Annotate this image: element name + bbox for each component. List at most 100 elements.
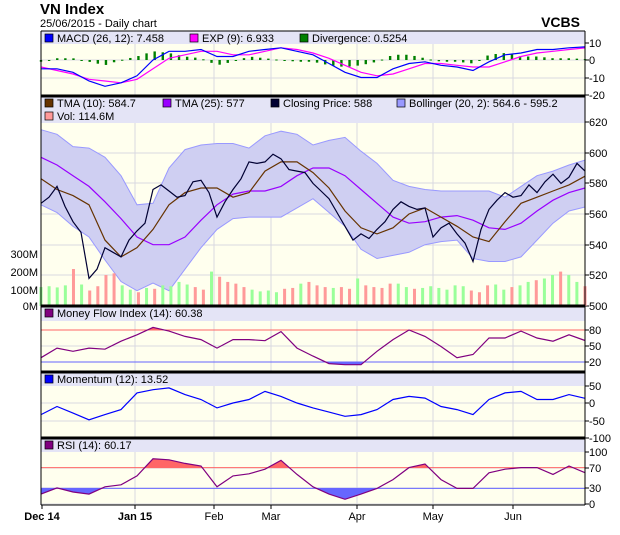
volume-bar	[193, 287, 197, 306]
volume-bar	[266, 290, 270, 306]
volume-bar	[218, 276, 222, 306]
divergence-bar	[112, 60, 116, 63]
divergence-bar	[421, 57, 424, 60]
volume-bar	[412, 288, 416, 306]
legend-label: RSI (14): 60.17	[57, 440, 132, 452]
legend-swatch	[44, 440, 54, 450]
divergence-bar	[218, 60, 221, 65]
divergence-bar	[177, 55, 181, 60]
divergence-bar	[413, 55, 416, 60]
divergence-bar	[332, 60, 335, 66]
legend-label: MACD (26, 12): 7.458	[57, 33, 164, 45]
macd-legend-band	[41, 31, 585, 44]
rsi-y-tick-label: 70	[589, 463, 601, 475]
volume-bar	[88, 290, 92, 306]
volume-bar	[404, 287, 408, 306]
divergence-bar	[429, 59, 432, 61]
mfi-legend-band	[41, 306, 585, 321]
bollinger-band	[41, 129, 585, 291]
mfi-y-tick-label: 80	[589, 325, 601, 337]
divergence-bar	[88, 60, 91, 62]
volume-bar	[128, 289, 132, 306]
volume-bar	[429, 286, 433, 306]
divergence-bar	[405, 54, 408, 60]
volume-bar	[551, 275, 555, 306]
x-tick-label: Feb	[205, 511, 224, 523]
closing-price-line	[40, 153, 586, 280]
legend-label: Bollinger (20, 2): 564.6 - 595.2	[409, 98, 558, 110]
divergence-bar	[161, 52, 164, 60]
divergence-bar	[226, 60, 229, 63]
volume-bar	[80, 284, 84, 306]
volume-bar	[421, 287, 425, 306]
divergence-bar	[234, 60, 238, 61]
divergence-bar	[210, 60, 213, 63]
volume-bar	[96, 286, 100, 306]
volume-bar	[518, 285, 522, 306]
divergence-bar	[478, 59, 481, 61]
volume-bar	[372, 287, 376, 306]
divergence-bar	[502, 53, 506, 60]
volume-bar	[356, 278, 360, 306]
chart-subtitle: 25/06/2015 - Daily chart	[40, 18, 157, 30]
legend-label: Money Flow Index (14): 60.38	[57, 308, 203, 320]
price-y-tick-label: 520	[589, 270, 607, 282]
volume-bar	[567, 275, 571, 306]
volume-bar	[510, 287, 514, 306]
volume-bar	[234, 283, 238, 306]
volume-bar	[104, 275, 108, 306]
divergence-bar	[250, 56, 254, 60]
volume-bar	[575, 281, 579, 306]
volume-bar	[307, 281, 311, 306]
tma25-line	[40, 156, 586, 246]
chart-title: VN Index	[40, 1, 105, 18]
macd-y-tick-label: -10	[589, 73, 605, 85]
divergence-bar	[526, 56, 530, 60]
momentum-y-tick-label: 50	[589, 381, 601, 393]
divergence-bar	[453, 60, 457, 62]
volume-bar	[250, 289, 254, 306]
exp-line	[40, 47, 586, 84]
divergence-bar	[575, 58, 579, 60]
volume-tick-label: 100M	[10, 285, 38, 297]
legend-swatch	[44, 33, 54, 43]
rsi-line	[40, 458, 586, 500]
volume-bar	[120, 285, 124, 306]
volume-bar	[388, 283, 392, 306]
volume-bar	[55, 287, 59, 306]
divergence-bar	[153, 51, 156, 60]
mfi-y-tick-label: 20	[589, 357, 601, 369]
brand-label: VCBS	[541, 14, 580, 30]
legend-swatch	[189, 33, 199, 43]
volume-bar	[477, 292, 481, 306]
divergence-bar	[364, 60, 367, 65]
divergence-bar	[80, 60, 83, 61]
divergence-bar	[567, 58, 570, 60]
volume-bar	[71, 269, 75, 306]
legend-swatch	[44, 98, 54, 108]
divergence-bar	[551, 58, 554, 60]
divergence-bar	[137, 56, 140, 60]
momentum-legend-band	[41, 372, 585, 386]
divergence-bar	[348, 60, 351, 67]
volume-bar	[469, 290, 473, 306]
volume-bar	[315, 285, 319, 306]
price-legend-band	[41, 96, 585, 123]
divergence-bar	[96, 60, 100, 64]
x-tick-label: Dec 14	[24, 511, 60, 523]
volume-bar	[201, 289, 205, 306]
price-y-tick-label: 600	[589, 148, 607, 160]
volume-bar	[283, 288, 287, 306]
volume-bar	[534, 280, 538, 306]
divergence-bar	[185, 56, 189, 60]
divergence-bar	[388, 56, 392, 60]
volume-bar	[348, 288, 352, 306]
volume-bar	[486, 285, 490, 306]
divergence-bar	[307, 60, 311, 62]
divergence-bar	[486, 55, 489, 60]
divergence-bar	[47, 59, 51, 61]
legend-label: Vol: 114.6M	[57, 111, 114, 123]
price-y-tick-label: 560	[589, 209, 607, 221]
divergence-bar	[129, 57, 132, 60]
legend-label: Divergence: 0.5254	[312, 33, 407, 45]
